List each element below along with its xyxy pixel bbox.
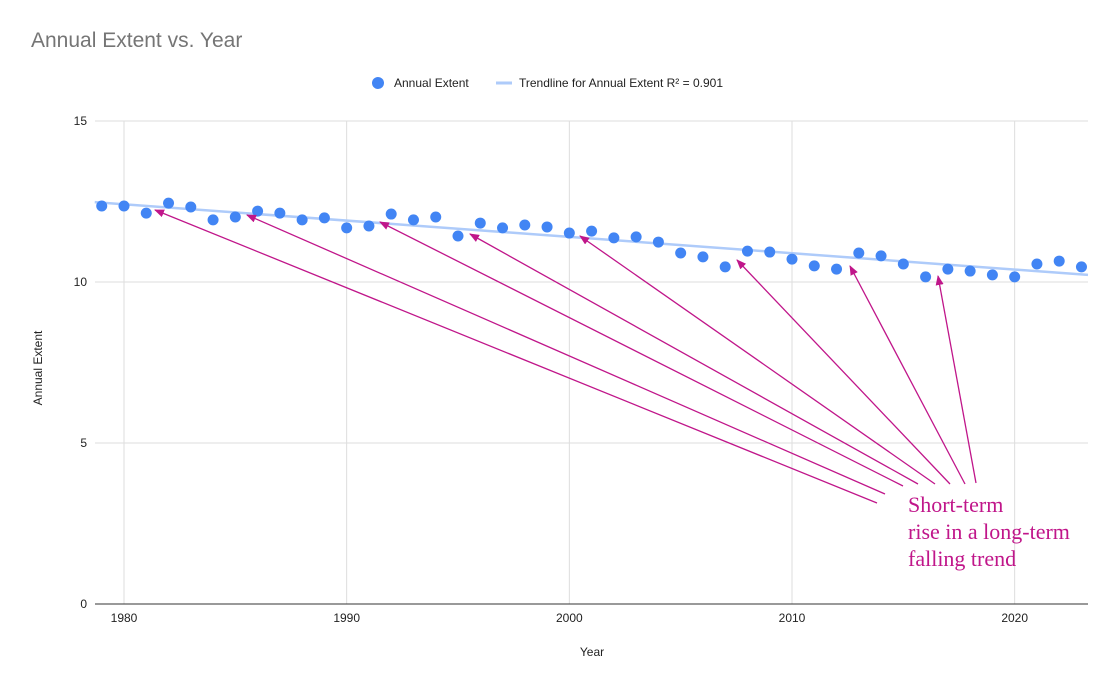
data-point — [964, 265, 976, 277]
y-axis-label: Annual Extent — [31, 330, 45, 405]
data-point — [1053, 255, 1065, 267]
data-point — [452, 230, 464, 242]
data-point — [363, 220, 375, 232]
data-point — [897, 258, 909, 270]
x-tick-label: 1980 — [111, 611, 138, 625]
data-point — [920, 271, 932, 283]
annotation-text: falling trend — [908, 546, 1016, 571]
data-point — [318, 212, 330, 224]
data-point — [430, 211, 442, 223]
x-tick-label: 1990 — [333, 611, 360, 625]
data-point — [385, 208, 397, 220]
data-point — [118, 200, 130, 212]
data-point — [229, 211, 241, 223]
data-point — [986, 269, 998, 281]
data-point — [786, 253, 798, 265]
data-point — [252, 205, 264, 217]
legend-marker-annual-extent — [372, 77, 384, 89]
data-point — [764, 246, 776, 258]
data-point — [185, 201, 197, 213]
data-point — [163, 197, 175, 209]
data-point — [808, 260, 820, 272]
data-point — [741, 245, 753, 257]
trendline — [94, 200, 1089, 277]
chart-title: Annual Extent vs. Year — [31, 29, 243, 52]
data-point — [541, 221, 553, 233]
y-tick-label: 10 — [74, 275, 88, 289]
annotation-arrow — [736, 259, 951, 485]
y-tick-label: 5 — [80, 436, 87, 450]
data-point — [519, 219, 531, 231]
annotation-arrow — [579, 235, 936, 485]
data-point — [831, 263, 843, 275]
data-point — [474, 217, 486, 229]
data-point — [853, 247, 865, 259]
data-point — [563, 227, 575, 239]
data-point — [652, 236, 664, 248]
x-axis-label: Year — [580, 645, 604, 659]
data-point — [341, 222, 353, 234]
data-point — [497, 222, 509, 234]
annotation-arrow — [935, 275, 977, 484]
legend-label-trendline: Trendline for Annual Extent R² = 0.901 — [519, 76, 723, 90]
legend-label-annual-extent: Annual Extent — [394, 76, 469, 90]
annotation-arrow — [246, 214, 886, 495]
annotation-arrow — [379, 221, 904, 487]
data-point — [207, 214, 219, 226]
annotation-text: Short-term — [908, 492, 1003, 517]
x-tick-label: 2000 — [556, 611, 583, 625]
x-tick-label: 2010 — [779, 611, 806, 625]
data-point — [407, 214, 419, 226]
data-point — [942, 263, 954, 275]
annotation-arrow — [469, 233, 919, 485]
data-point — [630, 231, 642, 243]
data-point — [1075, 261, 1087, 273]
data-point — [140, 207, 152, 219]
data-point — [1009, 271, 1021, 283]
data-point — [586, 225, 598, 237]
data-point — [96, 200, 108, 212]
data-point — [296, 214, 308, 226]
annotation-arrow — [154, 209, 878, 504]
annotation-text: rise in a long-term — [908, 519, 1070, 544]
y-tick-label: 15 — [74, 114, 88, 128]
data-point — [608, 232, 620, 244]
data-point — [675, 247, 687, 259]
data-point — [1031, 258, 1043, 270]
y-tick-label: 0 — [80, 597, 87, 611]
data-point — [875, 250, 887, 262]
data-point — [719, 261, 731, 273]
data-point — [697, 251, 709, 263]
annotation-arrow — [849, 265, 966, 485]
x-tick-label: 2020 — [1001, 611, 1028, 625]
data-point — [274, 207, 286, 219]
